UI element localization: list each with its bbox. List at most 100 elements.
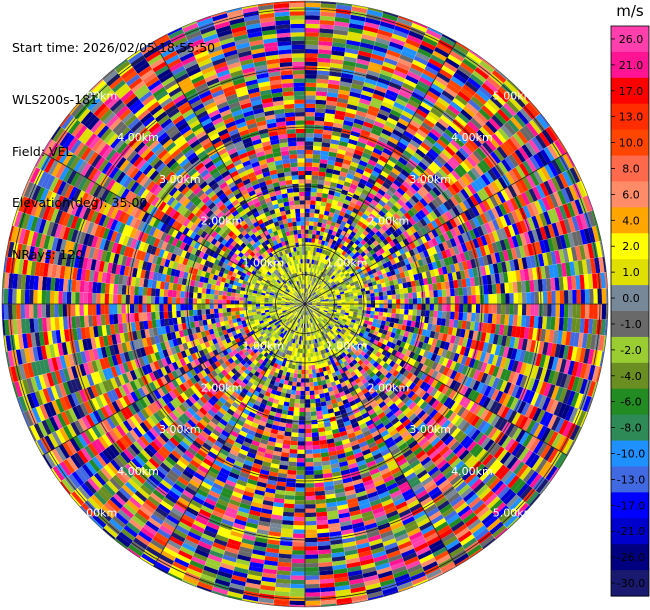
velocity-gate bbox=[438, 304, 443, 312]
velocity-gate bbox=[305, 229, 309, 234]
velocity-gate bbox=[349, 356, 355, 362]
velocity-gate bbox=[305, 116, 315, 121]
velocity-gate bbox=[329, 62, 343, 69]
velocity-gate bbox=[516, 130, 529, 145]
velocity-gate bbox=[369, 242, 376, 250]
velocity-gate bbox=[324, 250, 329, 256]
velocity-gate bbox=[410, 206, 419, 215]
velocity-gate bbox=[368, 285, 374, 291]
velocity-gate bbox=[391, 304, 397, 309]
velocity-gate bbox=[444, 422, 455, 433]
velocity-gate bbox=[370, 97, 383, 106]
velocity-gate bbox=[327, 310, 333, 313]
velocity-gate bbox=[554, 317, 560, 331]
velocity-gate bbox=[305, 170, 312, 176]
velocity-gate bbox=[499, 380, 508, 393]
velocity-gate bbox=[305, 15, 320, 20]
velocity-gate bbox=[314, 283, 319, 288]
velocity-gate bbox=[425, 343, 432, 352]
velocity-gate bbox=[565, 440, 575, 456]
velocity-gate bbox=[300, 390, 305, 396]
velocity-gate bbox=[548, 264, 555, 279]
velocity-gate bbox=[292, 546, 305, 551]
velocity-gate bbox=[305, 550, 319, 555]
velocity-gate bbox=[324, 117, 335, 123]
velocity-gate bbox=[305, 191, 311, 197]
velocity-gate bbox=[419, 186, 429, 196]
velocity-gate bbox=[322, 292, 327, 295]
velocity-gate bbox=[546, 342, 553, 356]
velocity-gate bbox=[503, 369, 512, 382]
velocity-gate bbox=[534, 200, 543, 214]
velocity-gate bbox=[322, 324, 327, 330]
velocity-gate bbox=[499, 368, 508, 381]
velocity-gate bbox=[312, 449, 321, 454]
velocity-gate bbox=[441, 419, 451, 430]
velocity-gate bbox=[413, 327, 419, 335]
velocity-gate bbox=[319, 316, 324, 321]
velocity-gate bbox=[356, 334, 363, 340]
velocity-gate bbox=[362, 268, 368, 274]
velocity-gate bbox=[290, 583, 305, 589]
velocity-gate bbox=[341, 301, 346, 304]
velocity-gate bbox=[428, 283, 434, 291]
velocity-gate bbox=[497, 467, 510, 481]
velocity-gate bbox=[598, 335, 605, 351]
velocity-gate bbox=[322, 273, 327, 278]
velocity-gate bbox=[365, 290, 371, 295]
velocity-gate bbox=[324, 241, 329, 247]
velocity-gate bbox=[496, 304, 502, 315]
velocity-gate bbox=[444, 318, 450, 327]
velocity-gate bbox=[302, 357, 305, 362]
velocity-gate bbox=[378, 199, 387, 207]
velocity-gate bbox=[443, 273, 449, 282]
velocity-gate bbox=[480, 332, 487, 343]
velocity-gate bbox=[413, 88, 427, 98]
velocity-gate bbox=[326, 251, 332, 257]
velocity-gate bbox=[305, 259, 308, 264]
velocity-gate bbox=[452, 153, 464, 165]
velocity-gate bbox=[399, 240, 406, 248]
velocity-gate bbox=[358, 297, 363, 302]
velocity-gate bbox=[480, 235, 488, 246]
velocity-gate bbox=[525, 256, 532, 269]
velocity-gate bbox=[425, 180, 436, 190]
velocity-gate bbox=[490, 181, 501, 194]
velocity-gate bbox=[500, 469, 513, 483]
velocity-gate bbox=[554, 452, 566, 468]
velocity-gate bbox=[394, 145, 405, 154]
velocity-gate bbox=[551, 433, 563, 449]
velocity-gate bbox=[571, 376, 580, 392]
velocity-gate bbox=[484, 102, 498, 115]
velocity-gate bbox=[399, 404, 409, 413]
velocity-gate bbox=[542, 291, 548, 304]
velocity-gate bbox=[336, 310, 341, 314]
velocity-gate bbox=[331, 282, 336, 287]
velocity-gate bbox=[507, 212, 516, 225]
velocity-gate bbox=[521, 338, 528, 351]
velocity-gate bbox=[309, 221, 314, 226]
velocity-gate bbox=[388, 247, 395, 255]
velocity-gate bbox=[290, 579, 305, 585]
velocity-gate bbox=[525, 158, 537, 173]
velocity-gate bbox=[396, 390, 404, 399]
velocity-gate bbox=[502, 271, 509, 283]
velocity-gate bbox=[457, 279, 463, 288]
velocity-gate bbox=[513, 461, 525, 475]
velocity-gate bbox=[535, 241, 543, 255]
velocity-gate bbox=[419, 285, 425, 292]
velocity-gate bbox=[461, 232, 469, 243]
velocity-gate bbox=[317, 285, 322, 290]
velocity-gate bbox=[312, 302, 317, 304]
velocity-gate bbox=[483, 185, 494, 198]
velocity-gate bbox=[402, 418, 411, 428]
velocity-gate bbox=[341, 328, 347, 333]
velocity-gate bbox=[487, 426, 498, 439]
velocity-gate bbox=[371, 170, 380, 178]
velocity-gate bbox=[330, 275, 336, 280]
velocity-gate bbox=[476, 129, 489, 142]
velocity-gate bbox=[401, 324, 407, 331]
velocity-gate bbox=[482, 199, 491, 211]
velocity-gate bbox=[369, 365, 376, 372]
velocity-gate bbox=[331, 311, 337, 314]
